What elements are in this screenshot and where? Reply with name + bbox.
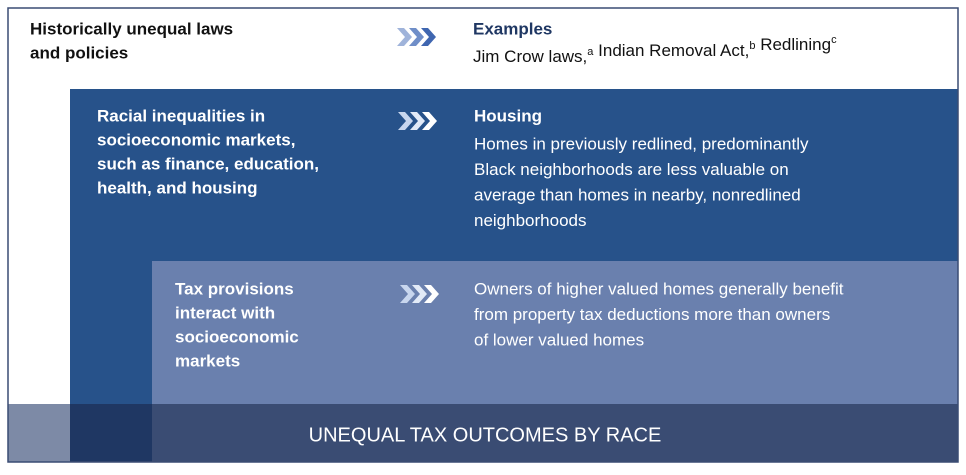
footnote-mark: c (831, 34, 837, 46)
chevron (409, 28, 424, 46)
outcome-label: UNEQUAL TAX OUTCOMES BY RACE (309, 424, 662, 446)
body-line: from property tax deductions more than o… (474, 305, 830, 324)
chevron (424, 285, 439, 303)
chevron (400, 285, 415, 303)
outcome-mid (70, 404, 152, 462)
heading: Housing (474, 106, 542, 125)
chevron (398, 112, 413, 130)
layer-title: socioeconomic markets, (97, 130, 295, 149)
footnote-mark: b (749, 40, 755, 52)
chevron (410, 112, 425, 130)
chevron (397, 28, 412, 46)
layer-3-bg (152, 261, 958, 404)
layer-title: interact with (175, 303, 275, 322)
layer-title: such as finance, education, (97, 154, 319, 173)
heading: Examples (473, 19, 552, 38)
outcome-band (152, 404, 958, 462)
example: Jim Crow laws, (473, 47, 587, 66)
layer-title: socioeconomic (175, 327, 299, 346)
footnote-mark: a (587, 46, 594, 58)
example: Indian Removal Act, (593, 41, 749, 60)
border (7, 7, 959, 463)
layer-title: and policies (30, 43, 128, 62)
layer-title: Racial inequalities in (97, 106, 265, 125)
example: Redlining (755, 35, 831, 54)
layer-title: markets (175, 351, 240, 370)
layer-title: health, and housing (97, 178, 258, 197)
outcome-left (8, 404, 70, 462)
body-line: of lower valued homes (474, 330, 644, 349)
body-line: neighborhoods (474, 211, 586, 230)
body-line: average than homes in nearby, nonredline… (474, 185, 801, 204)
chevron (412, 285, 427, 303)
examples: Jim Crow laws,a Indian Removal Act,b Red… (473, 34, 837, 67)
body-line: Black neighborhoods are less valuable on (474, 160, 789, 179)
body-line: Owners of higher valued homes generally … (474, 279, 844, 298)
chevron (422, 112, 437, 130)
chevron (421, 28, 436, 46)
body-line: Homes in previously redlined, predominan… (474, 134, 809, 153)
layer-title: Tax provisions (175, 279, 294, 298)
layer-title: Historically unequal laws (30, 19, 233, 38)
